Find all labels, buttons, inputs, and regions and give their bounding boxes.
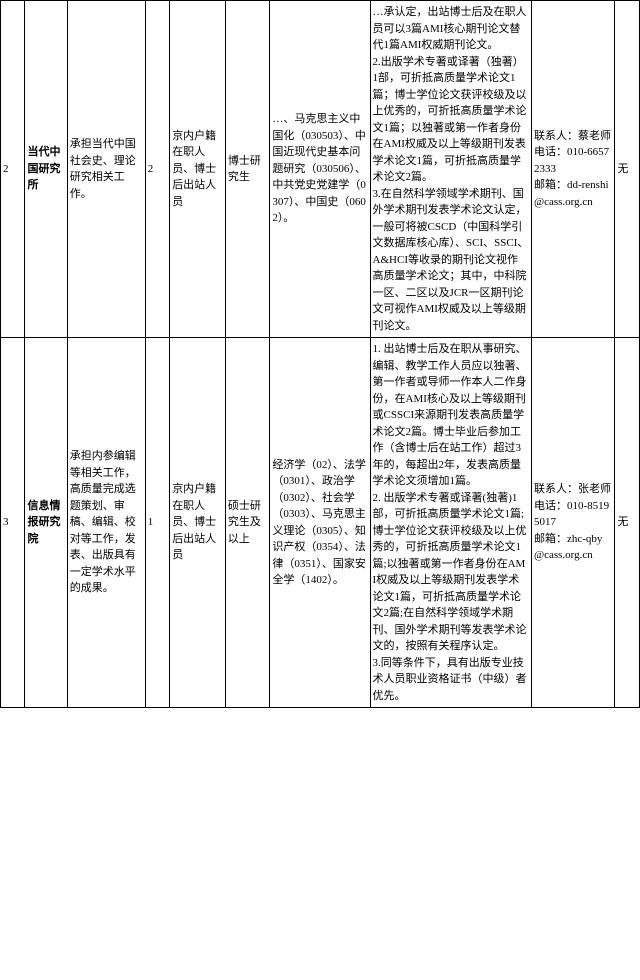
cell-origin: 京内户籍在职人员、博士后出站人员 xyxy=(170,1,226,338)
cell-duty: 承担内参编辑等相关工作，高质量完成选题策划、审稿、编辑、校对等工作，发表、出版具… xyxy=(67,338,145,708)
cell-req: …承认定，出站博士后及在职人员可以3篇AMI核心期刊论文替代1篇AMI权威期刊论… xyxy=(370,1,531,338)
cell-req: 1. 出站博士后及在职从事研究、编辑、教学工作人员应以独著、第一作者或导师一作本… xyxy=(370,338,531,708)
cell-dept: 当代中国研究所 xyxy=(25,1,67,338)
cell-origin: 京内户籍在职人员、博士后出站人员 xyxy=(170,338,226,708)
cell-major: 经济学（02）、法学（0301）、政治学（0302）、社会学（0303）、马克思… xyxy=(270,338,370,708)
cell-count: 1 xyxy=(145,338,169,708)
cell-note: 无 xyxy=(615,338,640,708)
cell-edu: 博士研究生 xyxy=(225,1,270,338)
cell-count: 2 xyxy=(145,1,169,338)
cell-edu: 硕士研究生及以上 xyxy=(225,338,270,708)
cell-dept: 信息情报研究院 xyxy=(25,338,67,708)
cell-num: 3 xyxy=(1,338,25,708)
cell-contact: 联系人：张老师电话：010-85195017邮箱：zhc-qby@cass.or… xyxy=(531,338,614,708)
table-row: 2当代中国研究所承担当代中国社会史、理论研究相关工作。2京内户籍在职人员、博士后… xyxy=(1,1,640,338)
cell-note: 无 xyxy=(615,1,640,338)
cell-major: …、马克思主义中国化（030503）、中国近现代史基本问题研究（030506）、… xyxy=(270,1,370,338)
cell-duty: 承担当代中国社会史、理论研究相关工作。 xyxy=(67,1,145,338)
cell-num: 2 xyxy=(1,1,25,338)
table-row: 3信息情报研究院承担内参编辑等相关工作，高质量完成选题策划、审稿、编辑、校对等工… xyxy=(1,338,640,708)
recruitment-table: 2当代中国研究所承担当代中国社会史、理论研究相关工作。2京内户籍在职人员、博士后… xyxy=(0,0,640,708)
cell-contact: 联系人：蔡老师电话：010-66572333邮箱：dd-renshi@cass.… xyxy=(531,1,614,338)
